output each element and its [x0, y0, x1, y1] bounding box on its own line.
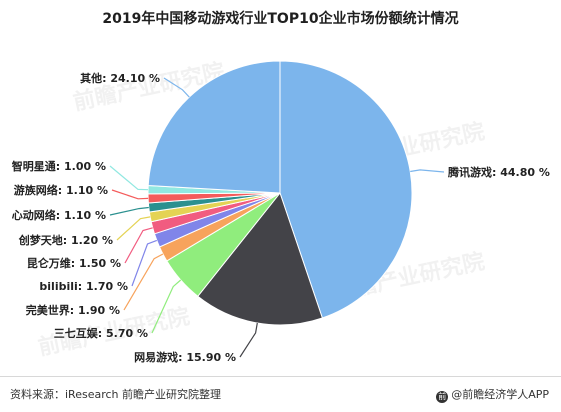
slice-label-6: 创梦天地: 1.20 % — [18, 233, 113, 247]
slice-label-7: 心动网络: 1.10 % — [12, 208, 106, 222]
pie-slices — [147, 60, 413, 326]
pie-slice-10 — [147, 60, 281, 194]
leader-line-4 — [131, 239, 158, 287]
leader-line-8 — [111, 189, 149, 200]
leader-line-5 — [124, 227, 153, 264]
slice-label-9: 智明星通: 1.00 % — [12, 159, 106, 173]
leader-line-6 — [116, 216, 151, 241]
brand-text: @前瞻经济学人APP — [451, 388, 549, 401]
slice-label-1: 网易游戏: 15.90 % — [134, 350, 236, 364]
slice-labels: 腾讯游戏: 44.80 % 网易游戏: 15.90 % 三七互娱: 5.70 % 完美… — [12, 71, 550, 364]
footer: 资料来源：iResearch 前瞻产业研究院整理 前 @前瞻经济学人APP — [0, 376, 561, 412]
pie-slice-0 — [279, 60, 413, 319]
leader-lines — [109, 77, 445, 358]
slice-label-2: 三七互娱: 5.70 % — [54, 326, 148, 340]
slice-label-0: 腾讯游戏: 44.80 % — [448, 165, 550, 179]
leader-line-0 — [410, 169, 445, 173]
leader-line-3 — [123, 253, 164, 311]
brand-logo-icon: 前 — [436, 391, 449, 403]
brand-credit: 前 @前瞻经济学人APP — [436, 386, 549, 403]
leader-line-10 — [163, 77, 190, 98]
slice-label-10: 其他: 24.10 % — [80, 71, 160, 85]
leader-line-9 — [109, 165, 149, 191]
leader-line-1 — [239, 322, 258, 358]
source-note: 资料来源：iResearch 前瞻产业研究院整理 — [10, 388, 222, 401]
chart-title: 2019年中国移动游戏行业TOP10企业市场份额统计情况 — [102, 11, 459, 27]
leader-line-2 — [151, 279, 182, 334]
leader-line-7 — [109, 206, 149, 216]
slice-label-4: bilibili: 1.70 % — [39, 280, 128, 293]
slice-label-5: 昆仑万维: 1.50 % — [27, 256, 121, 270]
slice-label-8: 游族网络: 1.10 % — [14, 183, 108, 197]
slice-label-3: 完美世界: 1.90 % — [26, 303, 120, 317]
